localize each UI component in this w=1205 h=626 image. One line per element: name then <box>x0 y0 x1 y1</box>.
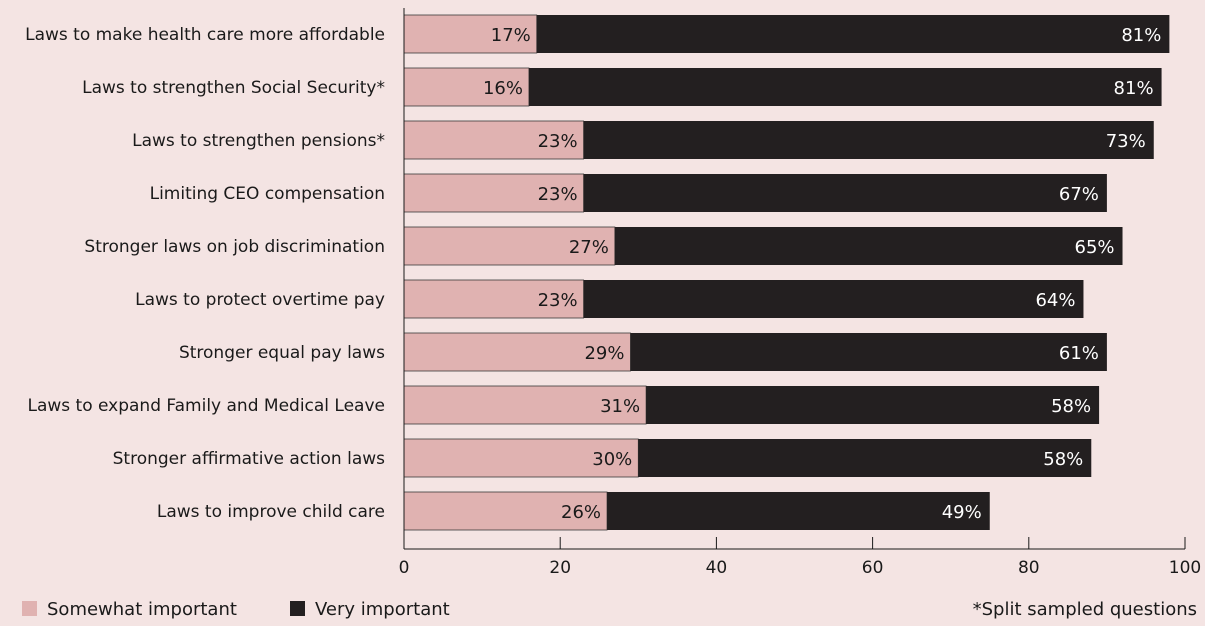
legend-label-somewhat-important: Somewhat important <box>47 599 237 620</box>
x-tick-label: 0 <box>399 558 410 578</box>
x-tick-label: 100 <box>1169 558 1201 578</box>
bar-somewhat-important <box>403 14 538 54</box>
bar-very-important <box>630 333 1107 371</box>
bar-somewhat-important <box>403 67 530 107</box>
category-label: Stronger laws on job discrimination <box>84 237 385 257</box>
legend-swatch-very-important <box>290 601 305 616</box>
data-label-somewhat-important: 30% <box>592 449 632 470</box>
bar-very-important <box>536 15 1170 53</box>
bar-somewhat-important <box>403 491 608 531</box>
x-tick-label: 20 <box>549 558 571 578</box>
bar-somewhat-important <box>403 279 585 319</box>
legend-item-very-important: Very important <box>290 598 450 622</box>
footnote: *Split sampled questions <box>972 599 1197 620</box>
bar-very-important <box>583 174 1107 212</box>
data-label-somewhat-important: 17% <box>491 25 531 46</box>
data-label-very-important: 64% <box>1035 290 1075 311</box>
category-label: Laws to protect overtime pay <box>135 290 385 310</box>
category-label: Laws to strengthen pensions* <box>132 131 385 151</box>
x-tick-label: 80 <box>1018 558 1040 578</box>
data-label-somewhat-important: 16% <box>483 78 523 99</box>
bar-somewhat-important <box>403 173 585 213</box>
bar-somewhat-important <box>403 226 616 266</box>
x-tick-label: 40 <box>706 558 728 578</box>
category-label: Laws to improve child care <box>157 502 385 522</box>
data-label-somewhat-important: 23% <box>538 290 578 311</box>
bar-very-important <box>528 68 1162 106</box>
category-label: Limiting CEO compensation <box>150 184 385 204</box>
legend-item-somewhat-important: Somewhat important <box>22 598 237 622</box>
category-label: Stronger affirmative action laws <box>113 449 386 469</box>
data-label-very-important: 58% <box>1043 449 1083 470</box>
x-tick-label: 60 <box>862 558 884 578</box>
category-label: Laws to make health care more affordable <box>25 25 385 45</box>
bar-very-important <box>646 386 1100 424</box>
bar-somewhat-important <box>403 332 631 372</box>
data-label-very-important: 81% <box>1114 78 1154 99</box>
data-label-somewhat-important: 23% <box>538 184 578 205</box>
bar-very-important <box>583 121 1154 159</box>
bar-somewhat-important <box>403 120 585 160</box>
data-label-very-important: 73% <box>1106 131 1146 152</box>
bar-very-important <box>583 280 1084 318</box>
data-label-somewhat-important: 31% <box>600 396 640 417</box>
data-label-very-important: 67% <box>1059 184 1099 205</box>
category-label: Laws to expand Family and Medical Leave <box>27 396 385 416</box>
data-label-very-important: 65% <box>1075 237 1115 258</box>
data-label-somewhat-important: 23% <box>538 131 578 152</box>
data-label-somewhat-important: 27% <box>569 237 609 258</box>
data-label-very-important: 61% <box>1059 343 1099 364</box>
legend-label-very-important: Very important <box>315 599 450 620</box>
data-label-somewhat-important: 29% <box>584 343 624 364</box>
bar-very-important <box>607 492 990 530</box>
bar-very-important <box>614 227 1123 265</box>
data-label-very-important: 81% <box>1121 25 1161 46</box>
data-label-very-important: 58% <box>1051 396 1091 417</box>
bar-very-important <box>638 439 1092 477</box>
legend-swatch-somewhat-important <box>22 601 37 616</box>
category-label: Laws to strengthen Social Security* <box>82 78 385 98</box>
data-label-somewhat-important: 26% <box>561 502 601 523</box>
data-label-very-important: 49% <box>942 502 982 523</box>
category-label: Stronger equal pay laws <box>179 343 385 363</box>
